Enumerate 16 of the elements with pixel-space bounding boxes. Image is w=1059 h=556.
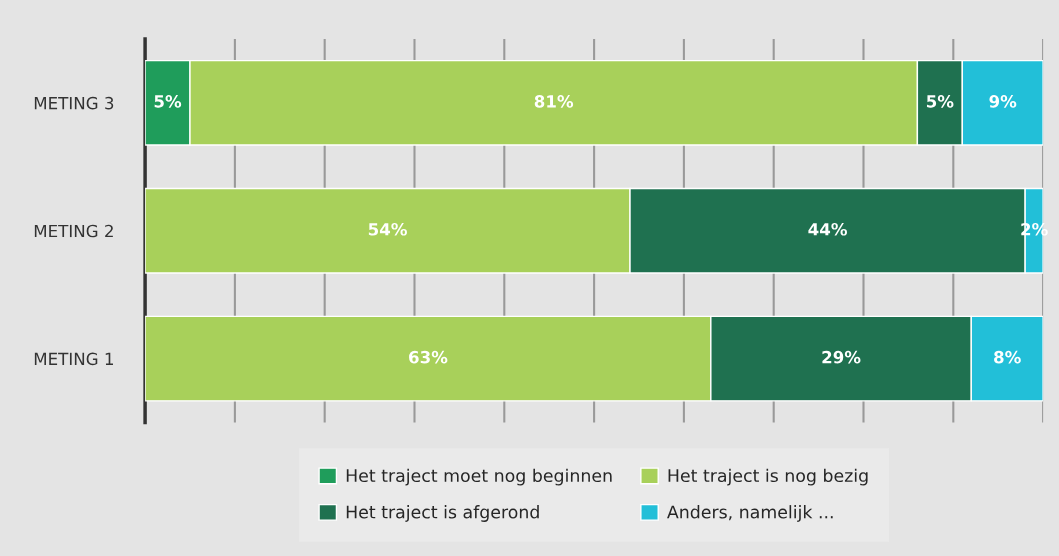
data-label: 5% xyxy=(926,95,954,108)
data-label: 81% xyxy=(534,95,574,108)
y-tick-label: METING 1 xyxy=(34,352,113,366)
data-label: 54% xyxy=(368,222,407,236)
legend-label: Het traject is afgerond xyxy=(346,505,539,522)
data-label: 63% xyxy=(409,350,448,364)
y-tick-label: METING 2 xyxy=(34,224,113,238)
legend-label: Anders, namelijk ... xyxy=(667,505,833,522)
data-label: 29% xyxy=(822,350,861,364)
data-label: 9% xyxy=(989,95,1017,108)
data-label: 5% xyxy=(154,95,182,108)
y-tick-label: METING 3 xyxy=(34,96,114,110)
legend-label: Het traject is nog bezig xyxy=(668,468,868,486)
legend-label: Het traject moet nog beginnen xyxy=(346,468,612,486)
data-label: 8% xyxy=(994,350,1021,364)
data-label: 44% xyxy=(808,222,847,236)
